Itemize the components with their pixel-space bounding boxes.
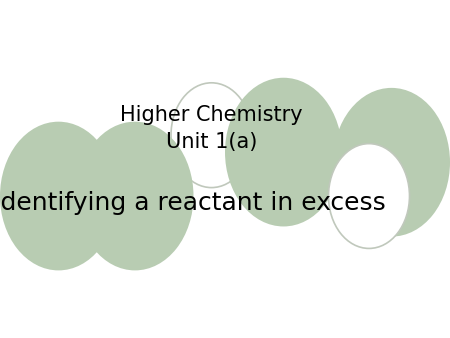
Text: Identifying a reactant in excess: Identifying a reactant in excess — [0, 191, 385, 215]
Ellipse shape — [76, 122, 194, 270]
Ellipse shape — [328, 144, 410, 248]
Text: Higher Chemistry
Unit 1(a): Higher Chemistry Unit 1(a) — [120, 105, 303, 152]
Ellipse shape — [333, 88, 450, 237]
Ellipse shape — [225, 78, 342, 226]
Ellipse shape — [171, 83, 252, 188]
Ellipse shape — [0, 122, 117, 270]
